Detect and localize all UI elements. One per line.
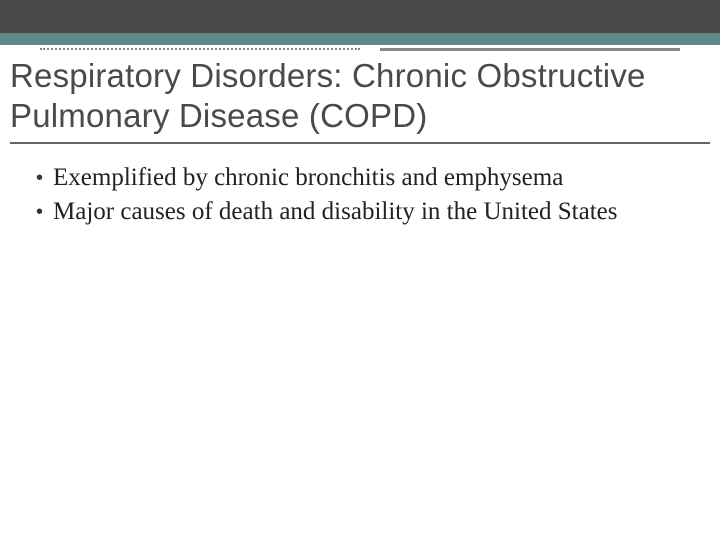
list-item: • Exemplified by chronic bronchitis and …: [36, 162, 676, 194]
separator-row: [0, 45, 720, 55]
accent-bar: [0, 33, 720, 45]
separator-solid: [380, 48, 680, 51]
slide-title: Respiratory Disorders: Chronic Obstructi…: [10, 56, 710, 137]
separator-dotted: [40, 48, 360, 50]
slide: Respiratory Disorders: Chronic Obstructi…: [0, 0, 720, 540]
body-area: • Exemplified by chronic bronchitis and …: [36, 162, 676, 230]
bullet-icon: •: [36, 162, 43, 194]
bullet-icon: •: [36, 196, 43, 228]
bullet-text: Major causes of death and disability in …: [53, 196, 617, 228]
title-underline: [10, 142, 710, 144]
list-item: • Major causes of death and disability i…: [36, 196, 676, 228]
bullet-text: Exemplified by chronic bronchitis and em…: [53, 162, 563, 194]
